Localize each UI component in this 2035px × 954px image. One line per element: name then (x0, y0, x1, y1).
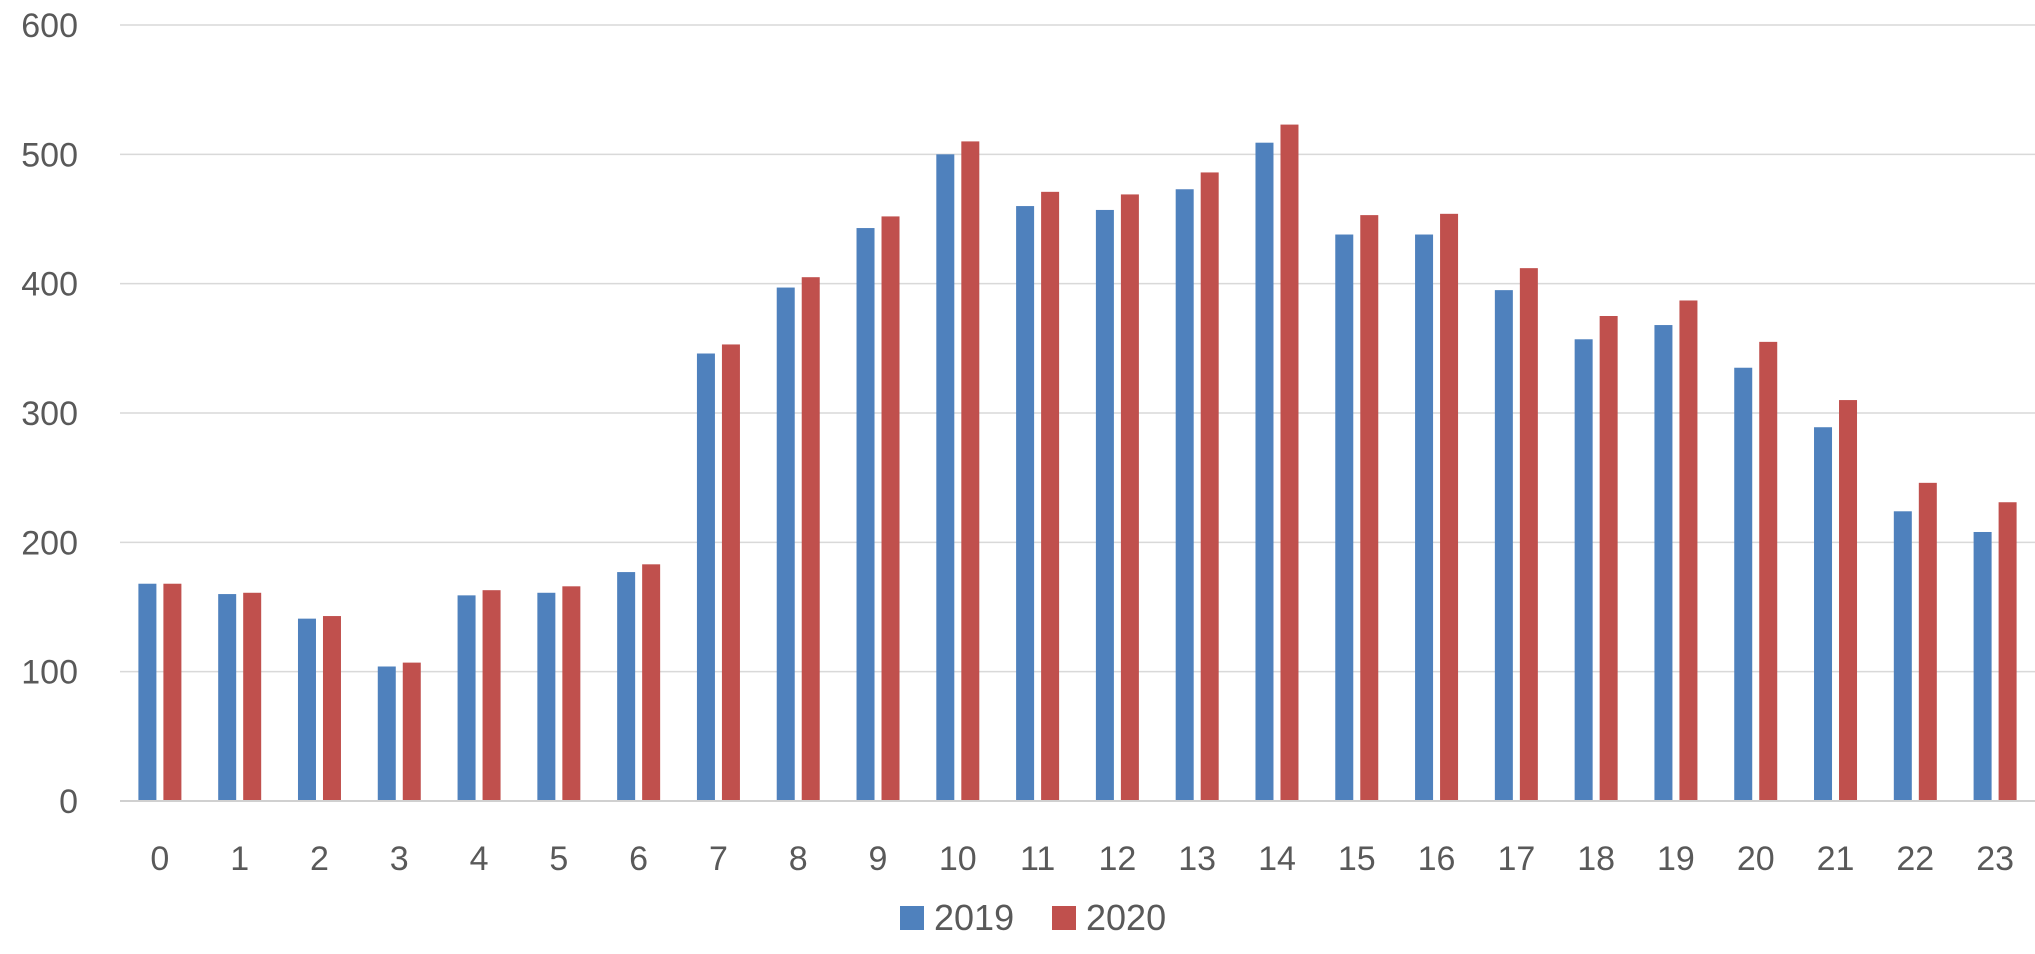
bar-2020-9 (881, 216, 900, 801)
bar-2020-1 (243, 592, 262, 801)
bar-2019-16 (1415, 234, 1434, 801)
bar-2020-4 (482, 590, 501, 801)
x-tick-label: 22 (1896, 840, 1934, 878)
legend-label-2020: 2020 (1086, 897, 1166, 938)
bar-2020-13 (1200, 172, 1219, 801)
bar-2020-6 (642, 564, 661, 801)
bar-2019-20 (1734, 367, 1753, 801)
y-tick-label: 400 (21, 266, 78, 304)
x-tick-label: 9 (869, 840, 888, 878)
bar-2020-22 (1918, 482, 1937, 801)
bar-2020-21 (1839, 400, 1858, 801)
bar-2019-6 (617, 572, 636, 801)
bar-2019-10 (936, 154, 955, 802)
bar-2019-0 (138, 583, 157, 801)
x-tick-label: 7 (709, 840, 728, 878)
x-tick-label: 1 (230, 840, 249, 878)
bar-2020-19 (1679, 300, 1698, 801)
bar-2020-20 (1759, 341, 1778, 801)
bar-2020-0 (163, 583, 182, 801)
bar-2019-4 (457, 595, 476, 801)
x-tick-label: 21 (1817, 840, 1855, 878)
bar-2019-5 (537, 592, 556, 801)
x-tick-label: 13 (1178, 840, 1216, 878)
bar-2019-9 (856, 228, 875, 801)
bar-2019-1 (218, 594, 237, 801)
y-tick-label: 600 (21, 7, 78, 45)
x-tick-label: 4 (470, 840, 489, 878)
x-tick-label: 10 (939, 840, 977, 878)
bar-2019-8 (776, 287, 795, 802)
x-tick-label: 17 (1497, 840, 1535, 878)
legend-swatch-2020 (1052, 906, 1076, 930)
bar-2020-11 (1041, 191, 1060, 802)
bar-2019-13 (1175, 189, 1194, 802)
legend-swatch-2019 (900, 906, 924, 930)
y-tick-label: 300 (21, 395, 78, 433)
x-tick-label: 14 (1258, 840, 1296, 878)
bar-2019-22 (1893, 511, 1912, 801)
bar-2020-10 (961, 141, 980, 801)
bar-2019-23 (1973, 531, 1992, 801)
x-tick-label: 6 (629, 840, 648, 878)
x-tick-label: 20 (1737, 840, 1775, 878)
bar-2020-5 (562, 586, 581, 801)
bars (138, 124, 2017, 802)
legend: 2019 2020 (900, 897, 1166, 938)
bar-2020-2 (322, 616, 341, 801)
bar-2020-16 (1440, 213, 1459, 801)
bar-2019-19 (1654, 325, 1673, 801)
x-tick-label: 12 (1098, 840, 1136, 878)
bar-2020-3 (402, 662, 421, 801)
bar-2019-2 (297, 618, 316, 801)
bar-2019-21 (1814, 427, 1833, 801)
bar-2019-11 (1016, 206, 1035, 802)
bar-2019-15 (1335, 234, 1354, 801)
gridlines (120, 24, 2035, 673)
bar-2020-8 (801, 277, 820, 801)
y-tick-label: 200 (21, 524, 78, 562)
x-tick-label: 3 (390, 840, 409, 878)
bar-2020-17 (1519, 268, 1538, 801)
legend-label-2019: 2019 (934, 897, 1014, 938)
x-tick-label: 0 (150, 840, 169, 878)
bar-2020-12 (1120, 194, 1139, 802)
x-tick-label: 11 (1020, 840, 1055, 878)
x-axis-ticks: 0 1 2 3 4 5 6 7 8 9 10 11 12 13 14 15 16 17 18 19 20 21 22 23 (150, 840, 2014, 878)
bar-2020-18 (1599, 316, 1618, 801)
bar-2020-15 (1360, 215, 1379, 801)
bar-2019-14 (1255, 142, 1274, 801)
bar-2020-23 (1998, 502, 2017, 801)
bar-2019-17 (1494, 290, 1513, 801)
bar-2019-18 (1574, 339, 1593, 801)
x-tick-label: 19 (1657, 840, 1695, 878)
x-tick-label: 23 (1976, 840, 2014, 878)
y-tick-label: 0 (59, 783, 78, 821)
x-tick-label: 2 (310, 840, 329, 878)
bar-2020-7 (721, 344, 740, 801)
y-axis-ticks: 0 100 200 300 400 500 600 (21, 7, 78, 821)
x-tick-label: 5 (549, 840, 568, 878)
y-tick-label: 500 (21, 136, 78, 174)
x-tick-label: 18 (1577, 840, 1615, 878)
x-tick-label: 15 (1338, 840, 1376, 878)
bar-2019-12 (1095, 209, 1114, 802)
x-tick-label: 16 (1418, 840, 1456, 878)
bar-2019-7 (696, 353, 715, 801)
x-tick-label: 8 (789, 840, 808, 878)
y-tick-label: 100 (21, 654, 78, 692)
bar-2019-3 (377, 666, 396, 801)
bar-2020-14 (1280, 124, 1299, 801)
